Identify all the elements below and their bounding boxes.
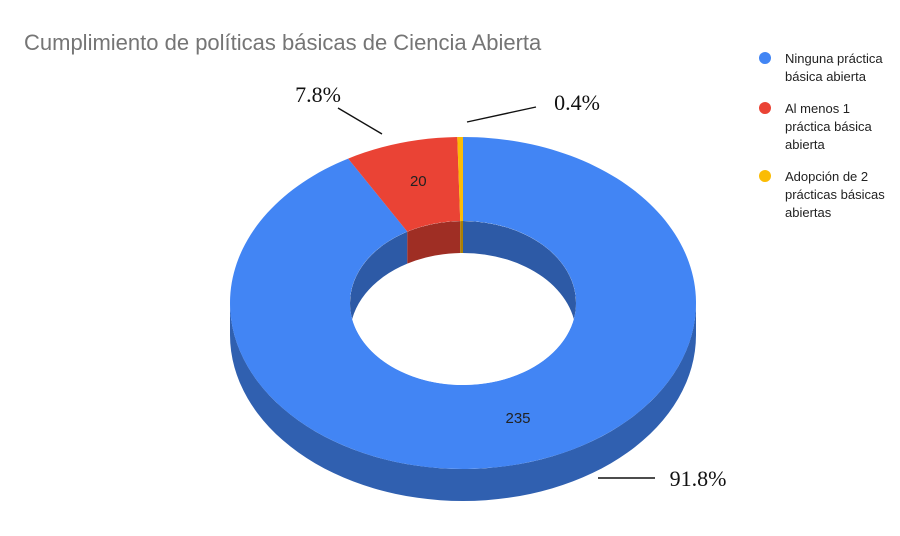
donut-3d-side — [230, 303, 696, 501]
legend-item-al-menos-1[interactable]: Al menos 1 práctica básica abierta — [759, 100, 894, 154]
percent-leader-line — [337, 107, 383, 135]
inner-wall — [350, 221, 576, 335]
percent-label: 7.8% — [295, 82, 341, 107]
chart-title: Cumplimiento de políticas básicas de Cie… — [24, 30, 542, 55]
legend-label: Adopción de 2 prácticas básicas abiertas — [785, 169, 885, 220]
legend-label: Al menos 1 práctica básica abierta — [785, 101, 872, 152]
percent-leader-line — [466, 106, 537, 123]
pie-slice-1[interactable] — [348, 137, 461, 232]
legend: Ninguna práctica básica abierta Al menos… — [759, 50, 894, 236]
slice-value-label: 20 — [410, 173, 427, 190]
legend-swatch — [759, 170, 771, 182]
donut-labels: 235 20 91.8% 7.8% 0.4% — [295, 82, 726, 491]
inner-wall-1 — [407, 221, 461, 264]
inner-wall-0 — [350, 231, 408, 335]
donut-slices — [230, 137, 697, 469]
outer-wall-0 — [230, 303, 696, 501]
legend-item-adopcion-2[interactable]: Adopción de 2 prácticas básicas abiertas — [759, 168, 894, 222]
legend-swatch — [759, 52, 771, 64]
pie-slice-2[interactable] — [457, 137, 463, 222]
legend-item-ninguna[interactable]: Ninguna práctica básica abierta — [759, 50, 894, 86]
slice-value-label: 235 — [505, 410, 530, 427]
legend-swatch — [759, 102, 771, 114]
percent-label: 0.4% — [554, 90, 600, 115]
percent-label: 91.8% — [670, 466, 727, 491]
legend-label: Ninguna práctica básica abierta — [785, 51, 883, 84]
inner-wall-2 — [460, 221, 463, 254]
inner-wall-0 — [463, 221, 576, 335]
pie-slice-0[interactable] — [230, 137, 697, 469]
